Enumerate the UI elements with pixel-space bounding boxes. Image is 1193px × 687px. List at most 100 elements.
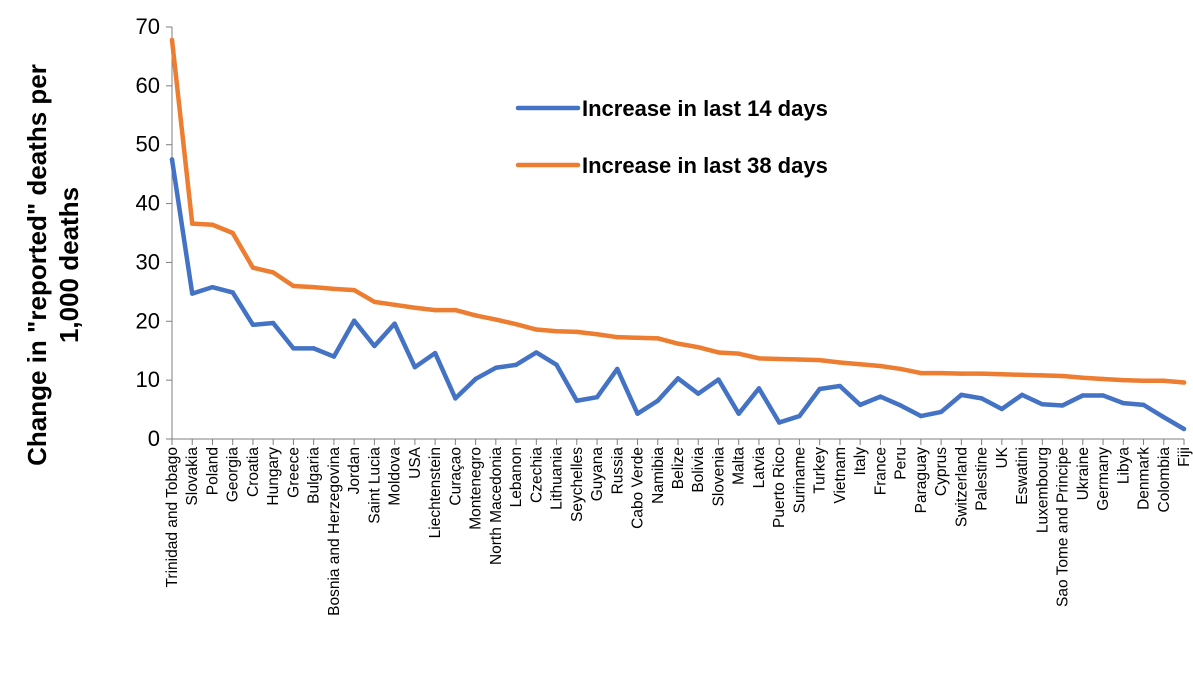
data-point bbox=[655, 398, 660, 403]
x-tick-label: Italy bbox=[852, 447, 869, 476]
data-point bbox=[938, 370, 944, 376]
x-tick-label: USA bbox=[407, 446, 424, 479]
x-tick-label: Curaçao bbox=[447, 447, 464, 506]
data-point bbox=[271, 270, 276, 275]
data-point bbox=[696, 391, 701, 396]
data-point bbox=[837, 360, 843, 365]
y-tick-label: 0 bbox=[148, 426, 160, 451]
data-point bbox=[777, 356, 782, 362]
data-point bbox=[1080, 375, 1086, 380]
y-axis-label-line-2: 1,000 deaths bbox=[54, 187, 84, 343]
data-point bbox=[169, 37, 175, 43]
data-point bbox=[230, 230, 235, 236]
data-point bbox=[979, 371, 984, 376]
data-point bbox=[412, 364, 418, 370]
data-point bbox=[736, 411, 741, 416]
data-point bbox=[857, 402, 863, 408]
data-point bbox=[1100, 393, 1106, 398]
data-point bbox=[696, 344, 701, 350]
x-tick-label: Trinidad and Tobago bbox=[164, 447, 181, 587]
data-point bbox=[1019, 372, 1025, 378]
data-point bbox=[291, 283, 296, 289]
x-axis: Trinidad and Tobago Slovakia Poland Georgia… bbox=[164, 438, 1193, 616]
x-tick-label: North Macedonia bbox=[488, 447, 505, 565]
y-tick-label: 40 bbox=[136, 191, 160, 216]
data-point bbox=[432, 307, 438, 313]
data-point bbox=[412, 305, 418, 310]
data-point bbox=[1181, 426, 1187, 432]
data-point bbox=[1060, 373, 1065, 379]
data-point bbox=[898, 403, 903, 408]
data-point bbox=[797, 413, 802, 419]
data-point bbox=[938, 409, 944, 415]
x-tick-label: Paraguay bbox=[913, 447, 930, 514]
data-point bbox=[1019, 392, 1025, 398]
y-axis-label-line-1: Change in "reported" deaths per bbox=[22, 64, 52, 466]
x-tick-label: Suriname bbox=[791, 447, 808, 513]
x-tick-label: Slovakia bbox=[184, 447, 201, 506]
data-point bbox=[918, 413, 924, 419]
series-line-2 bbox=[169, 37, 1187, 385]
legend-label-1: Increase in last 14 days bbox=[582, 96, 828, 121]
data-point bbox=[594, 395, 600, 400]
data-point bbox=[817, 386, 822, 392]
x-tick-label: Lebanon bbox=[508, 447, 525, 507]
data-point bbox=[574, 398, 579, 403]
series-1 bbox=[169, 157, 1187, 432]
y-tick-label: 10 bbox=[136, 367, 160, 392]
data-point bbox=[1181, 380, 1187, 385]
x-tick-label: Sao Tome and Principe bbox=[1055, 447, 1072, 607]
data-point bbox=[554, 362, 559, 368]
data-point bbox=[817, 357, 822, 363]
x-tick-label: Belize bbox=[670, 447, 687, 489]
data-point bbox=[918, 370, 924, 376]
y-tick-label: 20 bbox=[136, 308, 160, 333]
y-tick-label: 60 bbox=[136, 73, 160, 98]
series-2 bbox=[169, 37, 1187, 385]
x-tick-label: France bbox=[872, 447, 889, 495]
data-point bbox=[534, 327, 539, 332]
data-point bbox=[635, 411, 640, 416]
data-point bbox=[190, 291, 195, 296]
data-point bbox=[594, 332, 600, 337]
data-point bbox=[857, 362, 863, 367]
data-point bbox=[331, 286, 337, 292]
data-point bbox=[250, 265, 256, 270]
x-tick-label: Palestine bbox=[974, 447, 991, 511]
x-tick-label: Luxembourg bbox=[1034, 447, 1051, 533]
x-tick-label: Croatia bbox=[245, 447, 262, 497]
x-tick-label: Russia bbox=[609, 447, 626, 495]
data-point bbox=[473, 313, 478, 318]
x-tick-label: Liechtenstein bbox=[427, 447, 444, 538]
x-tick-label: Libya bbox=[1115, 447, 1132, 484]
data-point bbox=[493, 317, 499, 322]
x-tick-label: Greece bbox=[285, 447, 302, 498]
y-tick-label: 30 bbox=[136, 249, 160, 274]
data-point bbox=[615, 366, 620, 372]
data-point bbox=[1100, 376, 1106, 382]
data-point bbox=[1080, 393, 1086, 398]
data-point bbox=[169, 157, 175, 162]
x-tick-label: Cabo Verde bbox=[630, 447, 647, 529]
data-point bbox=[392, 302, 397, 308]
x-tick-label: Lithuania bbox=[549, 447, 566, 510]
x-tick-label: Fiji bbox=[1176, 447, 1193, 467]
data-point bbox=[736, 351, 741, 356]
data-point bbox=[432, 350, 438, 356]
data-point bbox=[473, 376, 478, 382]
data-point bbox=[756, 356, 762, 361]
x-tick-label: Georgia bbox=[225, 447, 242, 503]
data-point bbox=[230, 290, 235, 295]
data-point bbox=[311, 284, 316, 290]
data-point bbox=[210, 222, 215, 227]
y-tick-label: 70 bbox=[136, 14, 160, 39]
x-tick-label: Hungary bbox=[265, 447, 282, 506]
data-point bbox=[959, 371, 964, 376]
x-tick-label: Peru bbox=[893, 447, 910, 480]
data-point bbox=[210, 284, 215, 290]
x-tick-label: Denmark bbox=[1136, 447, 1153, 510]
x-tick-label: Jordan bbox=[346, 447, 363, 494]
y-axis: 0 10 20 30 40 50 60 70 bbox=[136, 14, 173, 451]
data-point bbox=[190, 221, 195, 226]
